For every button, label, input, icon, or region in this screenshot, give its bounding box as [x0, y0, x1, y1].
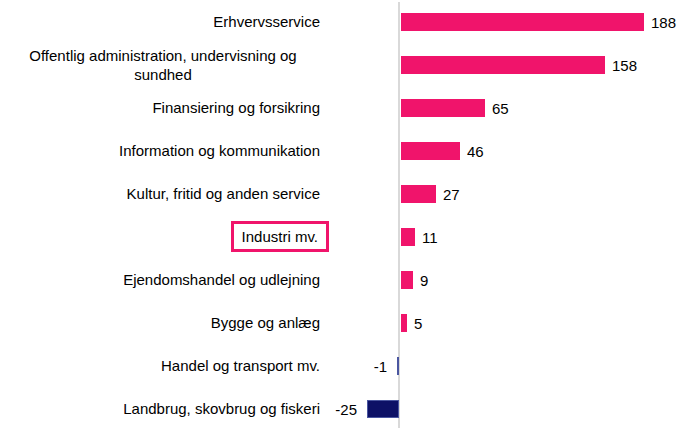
- bar-row: Kultur, fritid og anden service 27: [0, 172, 700, 215]
- plot-cell: 9: [320, 258, 700, 301]
- plot-cell: 46: [320, 129, 700, 172]
- value-label: 5: [414, 314, 422, 331]
- category-label-cell: Ejendomshandel og udlejning: [0, 270, 320, 289]
- plot-cell: 27: [320, 172, 700, 215]
- category-label-cell: Information og kommunikation: [0, 141, 320, 160]
- category-label-cell: Handel og transport mv.: [0, 356, 320, 375]
- plot-cell: -25: [320, 387, 700, 430]
- category-label: Offentlig administration, undervisning o…: [6, 46, 320, 84]
- bar: [401, 228, 415, 246]
- bar: [401, 185, 436, 203]
- value-label: -25: [335, 400, 357, 417]
- bar-row: Erhvervsservice 188: [0, 0, 700, 43]
- value-label: -1: [374, 357, 387, 374]
- plot-cell: 158: [320, 43, 700, 86]
- value-label: 11: [422, 228, 438, 245]
- plot-cell: -1: [320, 344, 700, 387]
- category-label: Erhvervsservice: [213, 12, 320, 31]
- value-label: 158: [612, 56, 637, 73]
- category-label: Handel og transport mv.: [161, 356, 320, 375]
- bar: [401, 13, 644, 31]
- bar: [401, 142, 460, 160]
- bar-chart: Erhvervsservice 188 Offentlig administra…: [0, 0, 700, 430]
- category-label: Kultur, fritid og anden service: [127, 184, 320, 203]
- bar: [401, 56, 605, 74]
- category-label: Landbrug, skovbrug og fiskeri: [123, 399, 320, 418]
- category-label-cell: Industri mv.: [0, 221, 320, 252]
- bar: [367, 400, 399, 418]
- chart-rows: Erhvervsservice 188 Offentlig administra…: [0, 0, 700, 430]
- value-label: 188: [651, 13, 676, 30]
- plot-cell: 188: [320, 0, 700, 43]
- plot-cell: 65: [320, 86, 700, 129]
- category-label-cell: Erhvervsservice: [0, 12, 320, 31]
- value-label: 65: [492, 99, 509, 116]
- value-label: 9: [420, 271, 428, 288]
- bar: [397, 357, 399, 375]
- category-label-cell: Landbrug, skovbrug og fiskeri: [0, 399, 320, 418]
- bar-row: Information og kommunikation 46: [0, 129, 700, 172]
- category-label: Ejendomshandel og udlejning: [123, 270, 320, 289]
- bar-row: Bygge og anlæg 5: [0, 301, 700, 344]
- bar-row: Finansiering og forsikring 65: [0, 86, 700, 129]
- bar-row: Handel og transport mv. -1: [0, 344, 700, 387]
- plot-cell: 11: [320, 215, 700, 258]
- bar-row: Offentlig administration, undervisning o…: [0, 43, 700, 86]
- value-label: 46: [467, 142, 484, 159]
- category-label: Bygge og anlæg: [211, 313, 320, 332]
- category-label: Finansiering og forsikring: [152, 98, 320, 117]
- category-label: Industri mv.: [231, 221, 329, 252]
- bar: [401, 99, 485, 117]
- category-label-cell: Kultur, fritid og anden service: [0, 184, 320, 203]
- category-label: Information og kommunikation: [119, 141, 320, 160]
- category-label-cell: Bygge og anlæg: [0, 313, 320, 332]
- bar: [401, 271, 413, 289]
- bar: [401, 314, 407, 332]
- category-label-cell: Offentlig administration, undervisning o…: [0, 46, 320, 84]
- category-label-cell: Finansiering og forsikring: [0, 98, 320, 117]
- bar-row: Ejendomshandel og udlejning 9: [0, 258, 700, 301]
- bar-row: Landbrug, skovbrug og fiskeri -25: [0, 387, 700, 430]
- value-label: 27: [443, 185, 460, 202]
- bar-row: Industri mv. 11: [0, 215, 700, 258]
- plot-cell: 5: [320, 301, 700, 344]
